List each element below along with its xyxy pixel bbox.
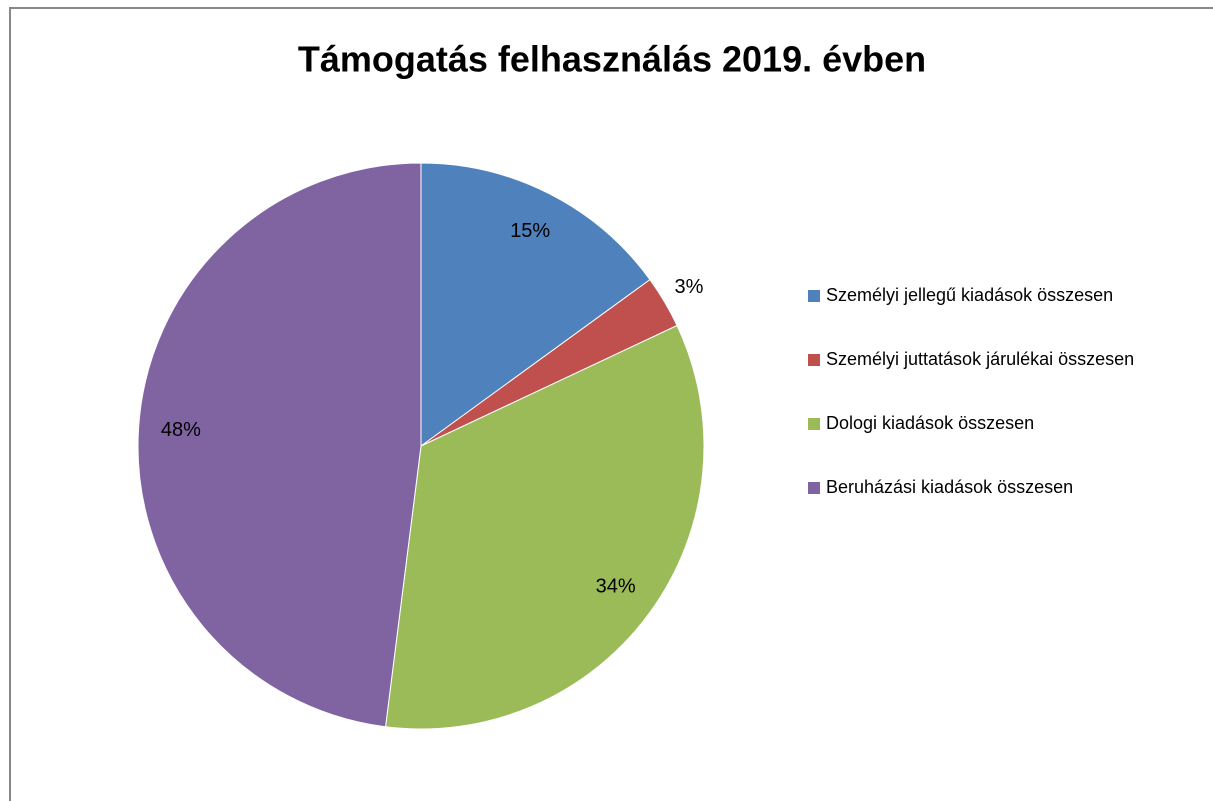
legend-swatch — [808, 482, 820, 494]
legend-swatch — [808, 418, 820, 430]
legend-label: Személyi jellegű kiadások összesen — [826, 285, 1113, 305]
legend-line: Személyi juttatások járulékai összesen — [826, 349, 1134, 369]
legend-line: Beruházási kiadások összesen — [826, 477, 1073, 497]
data-label: 3% — [674, 276, 703, 298]
legend-label: Beruházási kiadások összesen — [826, 477, 1073, 497]
legend-line: Személyi jellegű kiadások összesen — [826, 285, 1113, 305]
legend-label: Dologi kiadások összesen — [826, 413, 1034, 433]
pie-slice — [420, 162, 651, 447]
legend-swatch — [808, 290, 820, 302]
data-label: 34% — [596, 576, 636, 598]
chart-title: Támogatás felhasználás 2019. évben — [298, 39, 926, 80]
legend-line: Dologi kiadások összesen — [826, 413, 1034, 433]
legend-swatch — [808, 354, 820, 366]
data-label: 15% — [510, 220, 550, 242]
pie-slice — [384, 324, 705, 730]
data-label: 48% — [161, 419, 201, 441]
legend-label: Személyi juttatások járulékai összesen — [826, 349, 1134, 369]
pie-slice — [137, 162, 422, 728]
